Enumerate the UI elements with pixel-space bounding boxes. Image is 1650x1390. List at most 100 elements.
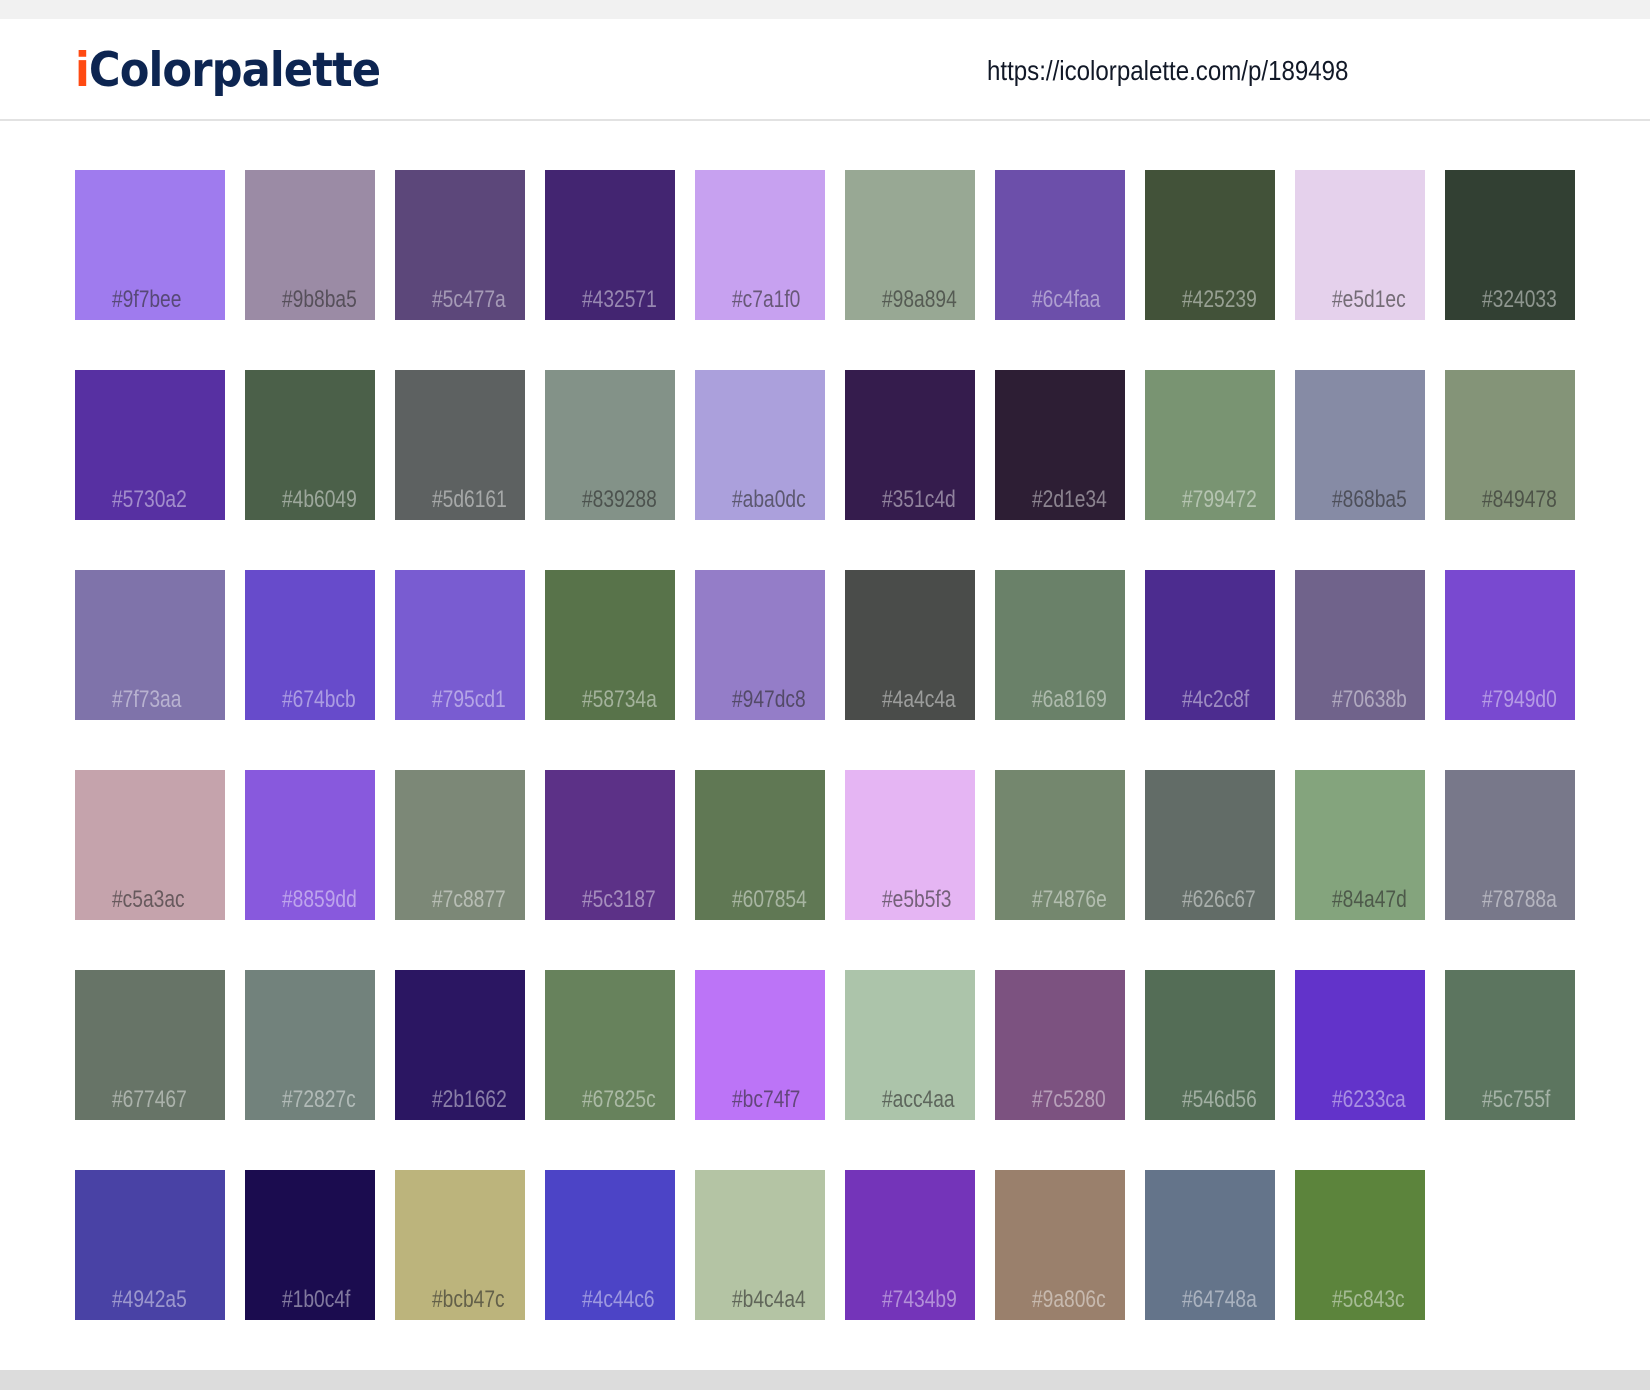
swatch-hex-label: #9a806c: [1032, 1286, 1106, 1313]
color-swatch[interactable]: #7c8877: [395, 770, 525, 920]
color-swatch[interactable]: #677467: [75, 970, 225, 1120]
color-swatch[interactable]: #9b8ba5: [245, 170, 375, 320]
swatch-hex-label: #7f73aa: [112, 686, 182, 713]
swatch-hex-label: #674bcb: [282, 686, 356, 713]
color-swatch[interactable]: #9f7bee: [75, 170, 225, 320]
color-swatch[interactable]: #4c44c6: [545, 1170, 675, 1320]
swatch-hex-label: #607854: [732, 886, 807, 913]
swatch-hex-label: #6c4faa: [1032, 286, 1101, 313]
color-swatch[interactable]: #e5b5f3: [845, 770, 975, 920]
swatch-hex-label: #626c67: [1182, 886, 1256, 913]
color-swatch[interactable]: #98a894: [845, 170, 975, 320]
color-swatch[interactable]: #acc4aa: [845, 970, 975, 1120]
color-swatch[interactable]: #72827c: [245, 970, 375, 1120]
color-swatch[interactable]: #6a8169: [995, 570, 1125, 720]
color-swatch[interactable]: #6c4faa: [995, 170, 1125, 320]
swatch-hex-label: #c5a3ac: [112, 886, 185, 913]
color-swatch[interactable]: #4a4c4a: [845, 570, 975, 720]
color-swatch[interactable]: #5730a2: [75, 370, 225, 520]
color-swatch[interactable]: #849478: [1445, 370, 1575, 520]
color-swatch[interactable]: #bcb47c: [395, 1170, 525, 1320]
swatch-hex-label: #849478: [1482, 486, 1557, 513]
color-swatch[interactable]: #74876e: [995, 770, 1125, 920]
footer-bar: [0, 1370, 1650, 1390]
color-swatch[interactable]: #78788a: [1445, 770, 1575, 920]
logo-text: Colorpalette: [88, 43, 381, 98]
color-swatch[interactable]: #947dc8: [695, 570, 825, 720]
color-swatch[interactable]: #324033: [1445, 170, 1575, 320]
swatch-hex-label: #351c4d: [882, 486, 956, 513]
swatch-hex-label: #868ba5: [1332, 486, 1407, 513]
color-swatch[interactable]: #84a47d: [1295, 770, 1425, 920]
swatch-hex-label: #7c8877: [432, 886, 506, 913]
swatch-hex-label: #7949d0: [1482, 686, 1557, 713]
swatch-hex-label: #4942a5: [112, 1286, 187, 1313]
swatch-hex-label: #74876e: [1032, 886, 1107, 913]
color-swatch[interactable]: #e5d1ec: [1295, 170, 1425, 320]
swatch-hex-label: #546d56: [1182, 1086, 1257, 1113]
color-swatch[interactable]: #7c5280: [995, 970, 1125, 1120]
color-swatch[interactable]: #aba0dc: [695, 370, 825, 520]
color-swatch[interactable]: #5c477a: [395, 170, 525, 320]
color-swatch[interactable]: #70638b: [1295, 570, 1425, 720]
color-swatch[interactable]: #5d6161: [395, 370, 525, 520]
color-swatch[interactable]: #5c3187: [545, 770, 675, 920]
top-bar: [0, 0, 1650, 19]
palette-url: https://icolorpalette.com/p/189498: [987, 55, 1349, 86]
color-swatch[interactable]: #67825c: [545, 970, 675, 1120]
swatch-hex-label: #5c3187: [582, 886, 656, 913]
color-swatch[interactable]: #c5a3ac: [75, 770, 225, 920]
swatch-hex-label: #aba0dc: [732, 486, 806, 513]
logo[interactable]: iColorpalette: [75, 43, 381, 98]
color-swatch[interactable]: #4b6049: [245, 370, 375, 520]
swatch-hex-label: #98a894: [882, 286, 957, 313]
color-swatch[interactable]: #5c843c: [1295, 1170, 1425, 1320]
color-swatch[interactable]: #64748a: [1145, 1170, 1275, 1320]
color-swatch[interactable]: #7f73aa: [75, 570, 225, 720]
color-swatch[interactable]: #5c755f: [1445, 970, 1575, 1120]
swatch-hex-label: #4c44c6: [582, 1286, 655, 1313]
color-swatch[interactable]: #8859dd: [245, 770, 375, 920]
color-swatch[interactable]: #607854: [695, 770, 825, 920]
swatch-hex-label: #72827c: [282, 1086, 356, 1113]
swatch-hex-label: #1b0c4f: [282, 1286, 351, 1313]
color-swatch[interactable]: #58734a: [545, 570, 675, 720]
swatch-hex-label: #425239: [1182, 286, 1257, 313]
color-swatch[interactable]: #4942a5: [75, 1170, 225, 1320]
swatch-hex-label: #64748a: [1182, 1286, 1257, 1313]
color-swatch[interactable]: #795cd1: [395, 570, 525, 720]
color-swatch[interactable]: #626c67: [1145, 770, 1275, 920]
swatch-hex-label: #2d1e34: [1032, 486, 1107, 513]
swatch-hex-label: #5c477a: [432, 286, 506, 313]
swatch-hex-label: #4c2c8f: [1182, 686, 1250, 713]
swatch-hex-label: #5c755f: [1482, 1086, 1551, 1113]
color-swatch[interactable]: #351c4d: [845, 370, 975, 520]
color-swatch[interactable]: #2d1e34: [995, 370, 1125, 520]
color-swatch[interactable]: #bc74f7: [695, 970, 825, 1120]
color-swatch[interactable]: #1b0c4f: [245, 1170, 375, 1320]
color-swatch[interactable]: #7434b9: [845, 1170, 975, 1320]
color-swatch[interactable]: #b4c4a4: [695, 1170, 825, 1320]
color-swatch[interactable]: #4c2c8f: [1145, 570, 1275, 720]
swatch-hex-label: #324033: [1482, 286, 1557, 313]
color-swatch[interactable]: #7949d0: [1445, 570, 1575, 720]
color-swatch[interactable]: #674bcb: [245, 570, 375, 720]
color-swatch[interactable]: #c7a1f0: [695, 170, 825, 320]
swatch-hex-label: #5c843c: [1332, 1286, 1405, 1313]
color-swatch[interactable]: #9a806c: [995, 1170, 1125, 1320]
color-swatch[interactable]: #432571: [545, 170, 675, 320]
swatch-hex-label: #432571: [582, 286, 657, 313]
color-swatch[interactable]: #425239: [1145, 170, 1275, 320]
swatch-hex-label: #4b6049: [282, 486, 357, 513]
swatch-hex-label: #5d6161: [432, 486, 507, 513]
color-swatch[interactable]: #839288: [545, 370, 675, 520]
swatch-hex-label: #e5b5f3: [882, 886, 952, 913]
color-swatch[interactable]: #868ba5: [1295, 370, 1425, 520]
swatch-hex-label: #84a47d: [1332, 886, 1407, 913]
swatch-hex-label: #58734a: [582, 686, 657, 713]
color-swatch[interactable]: #6233ca: [1295, 970, 1425, 1120]
swatch-hex-label: #b4c4a4: [732, 1286, 806, 1313]
color-swatch[interactable]: #2b1662: [395, 970, 525, 1120]
color-swatch[interactable]: #546d56: [1145, 970, 1275, 1120]
color-swatch[interactable]: #799472: [1145, 370, 1275, 520]
